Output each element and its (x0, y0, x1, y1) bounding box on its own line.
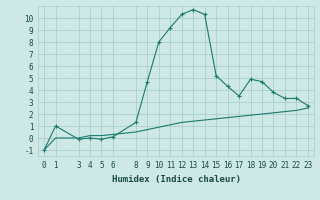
X-axis label: Humidex (Indice chaleur): Humidex (Indice chaleur) (111, 175, 241, 184)
